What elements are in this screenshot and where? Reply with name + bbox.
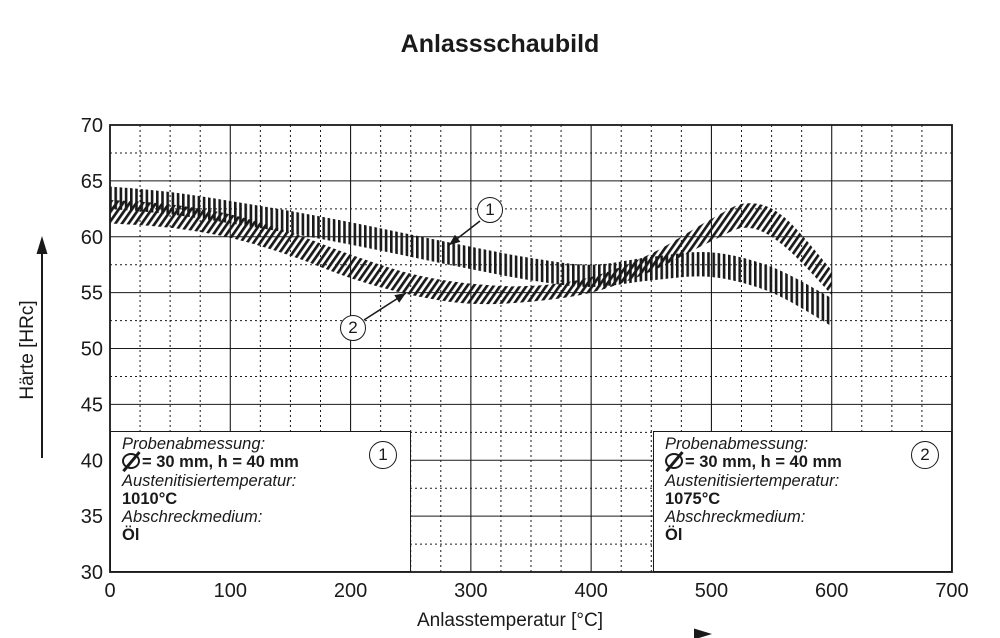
y-tick-label: 45	[81, 394, 103, 416]
info-box-1-temperature: 1010°C	[122, 489, 178, 508]
diameter-icon	[665, 453, 683, 470]
x-tick-label: 400	[574, 580, 607, 602]
y-tick-label: 65	[81, 171, 103, 193]
chart-title: Anlassschaubild	[400, 30, 600, 58]
info-box-2-medium: Öl	[665, 526, 683, 545]
info-box-1-dimension: = 30 mm, h = 40 mm	[122, 453, 410, 471]
y-tick-label: 50	[81, 339, 103, 361]
info-box-2-heading-dimension: Probenabmessung:	[665, 435, 809, 453]
info-box-2-dimension-text: = 30 mm, h = 40 mm	[685, 453, 842, 472]
info-box-1-number: 1	[369, 441, 397, 469]
y-tick-label: 40	[81, 450, 103, 472]
callout-series-2: 2	[340, 315, 366, 341]
y-tick-label: 55	[81, 283, 103, 305]
y-axis-arrow-head	[36, 236, 48, 254]
info-box-1-medium: Öl	[122, 526, 140, 545]
series-2-band	[110, 199, 832, 305]
info-box-2-temperature: 1075°C	[665, 489, 721, 508]
info-box-1-heading-temperature: Austenitisiertemperatur:	[122, 471, 297, 490]
info-box-2: 2 Probenabmessung: = 30 mm, h = 40 mm Au…	[653, 431, 952, 572]
x-tick-label: 200	[334, 580, 367, 602]
x-axis-arrow-head	[694, 628, 712, 638]
x-tick-label: 100	[214, 580, 247, 602]
leader-series-1-head	[449, 234, 461, 245]
x-axis-label: Anlasstemperatur [°C]	[416, 610, 604, 631]
plot-frame	[109, 124, 953, 573]
diameter-icon	[122, 453, 140, 470]
x-tick-label: 600	[815, 580, 848, 602]
x-tick-label: 500	[695, 580, 728, 602]
info-box-1-heading-medium: Abschreckmedium:	[122, 508, 263, 527]
info-box-1-heading-dimension: Probenabmessung:	[122, 435, 266, 453]
y-tick-label: 70	[81, 115, 103, 137]
info-box-2-heading-temperature: Austenitisiertemperatur:	[665, 471, 840, 490]
callout-series-1: 1	[477, 197, 503, 223]
info-box-2-heading-medium: Abschreckmedium:	[665, 508, 806, 527]
y-tick-label: 30	[81, 562, 103, 584]
leader-series-2-head	[394, 293, 406, 303]
info-box-2-dimension: = 30 mm, h = 40 mm	[665, 453, 951, 471]
info-box-1: 1 Probenabmessung: = 30 mm, h = 40 mm Au…	[110, 431, 411, 572]
y-tick-label: 35	[81, 506, 103, 528]
x-tick-label: 700	[935, 580, 968, 602]
x-tick-label: 300	[454, 580, 487, 602]
info-box-1-dimension-text: = 30 mm, h = 40 mm	[142, 453, 299, 472]
info-box-2-number: 2	[911, 441, 939, 469]
x-tick-label: 0	[104, 580, 115, 602]
series-1-band	[110, 186, 832, 327]
y-tick-label: 60	[81, 227, 103, 249]
